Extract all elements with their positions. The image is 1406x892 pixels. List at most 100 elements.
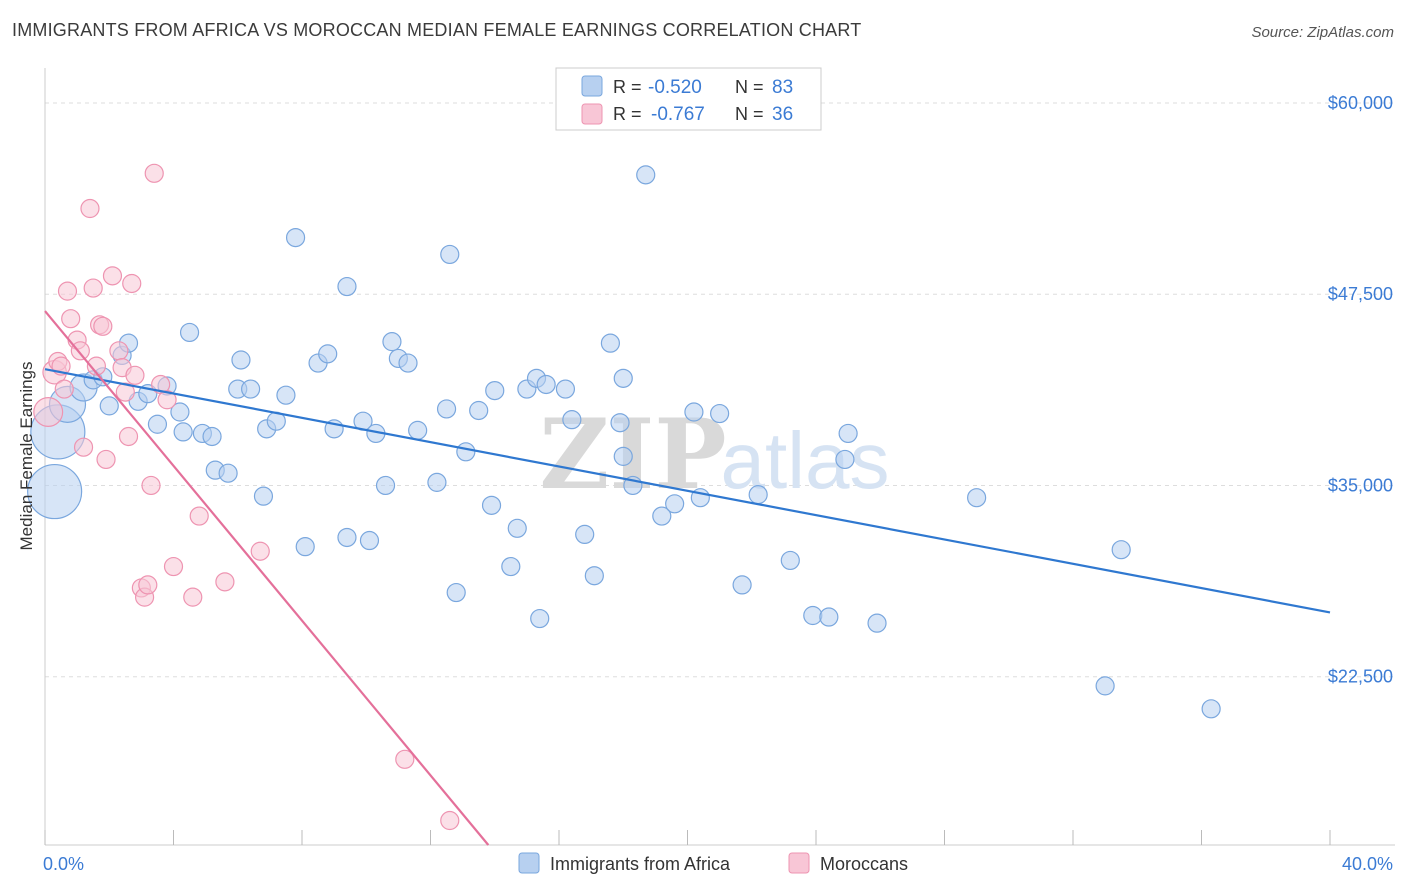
series-moroccans — [33, 163, 460, 831]
data-point — [157, 390, 177, 410]
legend-swatch-moroccans — [581, 103, 603, 125]
data-point — [1111, 540, 1131, 560]
data-point — [93, 316, 113, 336]
data-point — [967, 488, 987, 508]
data-point — [507, 518, 527, 538]
data-point — [170, 402, 190, 422]
series-legend: Immigrants from Africa Moroccans — [518, 852, 908, 874]
data-point — [250, 541, 270, 561]
data-point — [218, 463, 238, 483]
data-point — [109, 341, 129, 361]
x-tick-label: 40.0% — [1342, 854, 1393, 874]
data-point — [215, 572, 235, 592]
data-point — [427, 472, 447, 492]
watermark-atlas: atlas — [721, 416, 890, 505]
data-point — [867, 613, 887, 633]
x-tick-labels: 0.0% 40.0% — [43, 854, 1393, 874]
data-point — [54, 379, 74, 399]
data-point — [446, 582, 466, 603]
trend-lines — [44, 310, 1331, 846]
data-point — [398, 353, 418, 373]
data-point — [819, 607, 839, 627]
legend-n-label: N = — [735, 77, 764, 97]
data-point — [481, 495, 502, 515]
data-point — [241, 379, 261, 399]
trend-line — [44, 368, 1331, 614]
data-point — [469, 400, 489, 421]
data-point — [652, 506, 672, 526]
data-point — [33, 397, 64, 428]
data-point — [359, 530, 380, 551]
data-point — [57, 281, 78, 301]
data-point — [436, 399, 457, 419]
data-point — [337, 527, 357, 548]
data-point — [253, 486, 274, 506]
data-point — [80, 198, 100, 219]
legend-series-africa: Immigrants from Africa — [550, 854, 731, 874]
data-point — [276, 385, 296, 405]
data-point — [803, 605, 823, 626]
legend-r-value: -0.767 — [651, 104, 705, 125]
data-point — [375, 475, 396, 496]
y-tick-label: $60,000 — [1328, 93, 1393, 113]
data-point — [83, 278, 103, 298]
axes — [44, 68, 1395, 846]
legend-swatch-moroccans — [788, 852, 810, 874]
legend-r-value: -0.520 — [648, 77, 702, 98]
data-point — [408, 420, 428, 440]
data-point — [86, 356, 107, 376]
legend-series-moroccans: Moroccans — [820, 854, 908, 874]
data-point — [613, 368, 633, 388]
data-point — [179, 322, 200, 343]
data-point — [141, 475, 161, 496]
data-point — [147, 414, 168, 434]
stats-legend: R = -0.520 N = 83 R = -0.767 N = 36 — [555, 67, 822, 131]
data-point — [536, 374, 556, 395]
data-point — [710, 403, 730, 424]
data-point — [530, 608, 550, 629]
data-point — [562, 410, 582, 430]
data-point — [144, 163, 164, 183]
data-point — [456, 442, 476, 462]
data-point — [173, 422, 193, 442]
data-point — [202, 426, 222, 447]
data-point — [70, 341, 90, 361]
y-tick-label: $22,500 — [1328, 667, 1393, 687]
data-point — [183, 587, 203, 607]
data-point — [780, 550, 800, 571]
data-point — [231, 350, 251, 370]
data-point — [138, 575, 158, 595]
data-point — [125, 365, 145, 385]
data-point — [337, 276, 357, 297]
data-point — [610, 413, 630, 433]
data-point — [189, 506, 209, 526]
x-tick-label: 0.0% — [43, 854, 84, 874]
y-axis-label: Median Female Earnings — [17, 362, 36, 551]
y-tick-label: $47,500 — [1328, 284, 1393, 304]
data-point — [99, 396, 119, 416]
data-point — [122, 273, 142, 294]
series-immigrants-from-africa — [27, 165, 1221, 719]
data-point — [636, 165, 656, 185]
data-point — [27, 463, 83, 520]
legend-n-label: N = — [735, 104, 764, 124]
data-point — [1095, 676, 1115, 696]
data-point — [102, 266, 123, 286]
data-point — [485, 380, 505, 401]
y-tick-label: $35,000 — [1328, 475, 1393, 495]
data-point — [295, 537, 315, 557]
legend-swatch-africa — [581, 75, 603, 97]
trend-line — [44, 310, 490, 846]
data-point — [684, 402, 704, 422]
chart-title: IMMIGRANTS FROM AFRICA VS MOROCCAN MEDIA… — [12, 20, 862, 40]
data-point — [584, 566, 604, 586]
legend-swatch-africa — [518, 852, 540, 874]
legend-r-label: R = — [613, 77, 642, 97]
data-point — [318, 344, 338, 364]
data-point — [395, 749, 415, 769]
data-point — [440, 244, 460, 265]
data-point — [285, 227, 306, 248]
data-point — [501, 556, 521, 577]
data-point — [61, 309, 81, 329]
